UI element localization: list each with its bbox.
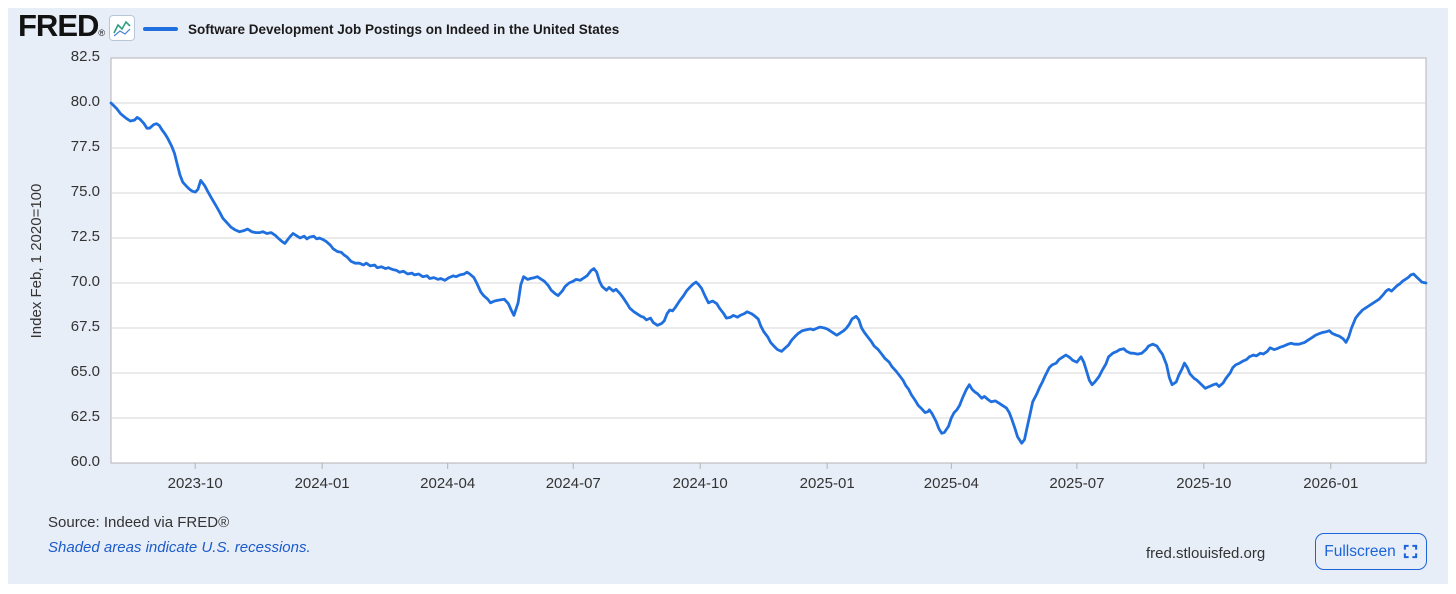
y-tick-label: 67.5 [70,318,100,335]
x-tick-label: 2023-10 [167,475,223,492]
x-tick-label: 2026-01 [1303,475,1359,492]
site-label: fred.stlouisfed.org [1146,545,1266,562]
fred-sparkline-icon [109,15,135,41]
registered-mark-icon: ® [98,28,105,38]
recession-note-link[interactable]: Shaded areas indicate U.S. recessions. [48,539,311,556]
y-tick-label: 60.0 [70,453,100,470]
x-tick-label: 2025-10 [1176,475,1232,492]
y-tick-label: 80.0 [70,93,100,110]
x-tick-label: 2025-07 [1049,475,1105,492]
y-tick-label: 65.0 [70,363,100,380]
chart-title: Software Development Job Postings on Ind… [188,22,620,37]
x-tick-label: 2024-01 [294,475,350,492]
x-tick-label: 2025-01 [799,475,855,492]
y-tick-label: 82.5 [70,48,100,65]
source-label: Source: Indeed via FRED® [48,514,230,531]
y-tick-label: 62.5 [70,408,100,425]
x-tick-label: 2024-04 [420,475,476,492]
x-tick-label: 2024-07 [545,475,601,492]
x-tick-label: 2024-10 [672,475,728,492]
y-tick-label: 70.0 [70,273,100,290]
fullscreen-button-label: Fullscreen [1324,542,1396,560]
fullscreen-icon [1403,544,1417,559]
fullscreen-button[interactable]: Fullscreen [1315,533,1427,570]
series-legend-line [143,27,178,31]
y-tick-label: 77.5 [70,138,100,155]
x-tick-label: 2025-04 [923,475,979,492]
fred-logo[interactable]: FRED® [18,8,105,43]
y-tick-label: 75.0 [70,183,100,200]
y-tick-label: 72.5 [70,228,100,245]
